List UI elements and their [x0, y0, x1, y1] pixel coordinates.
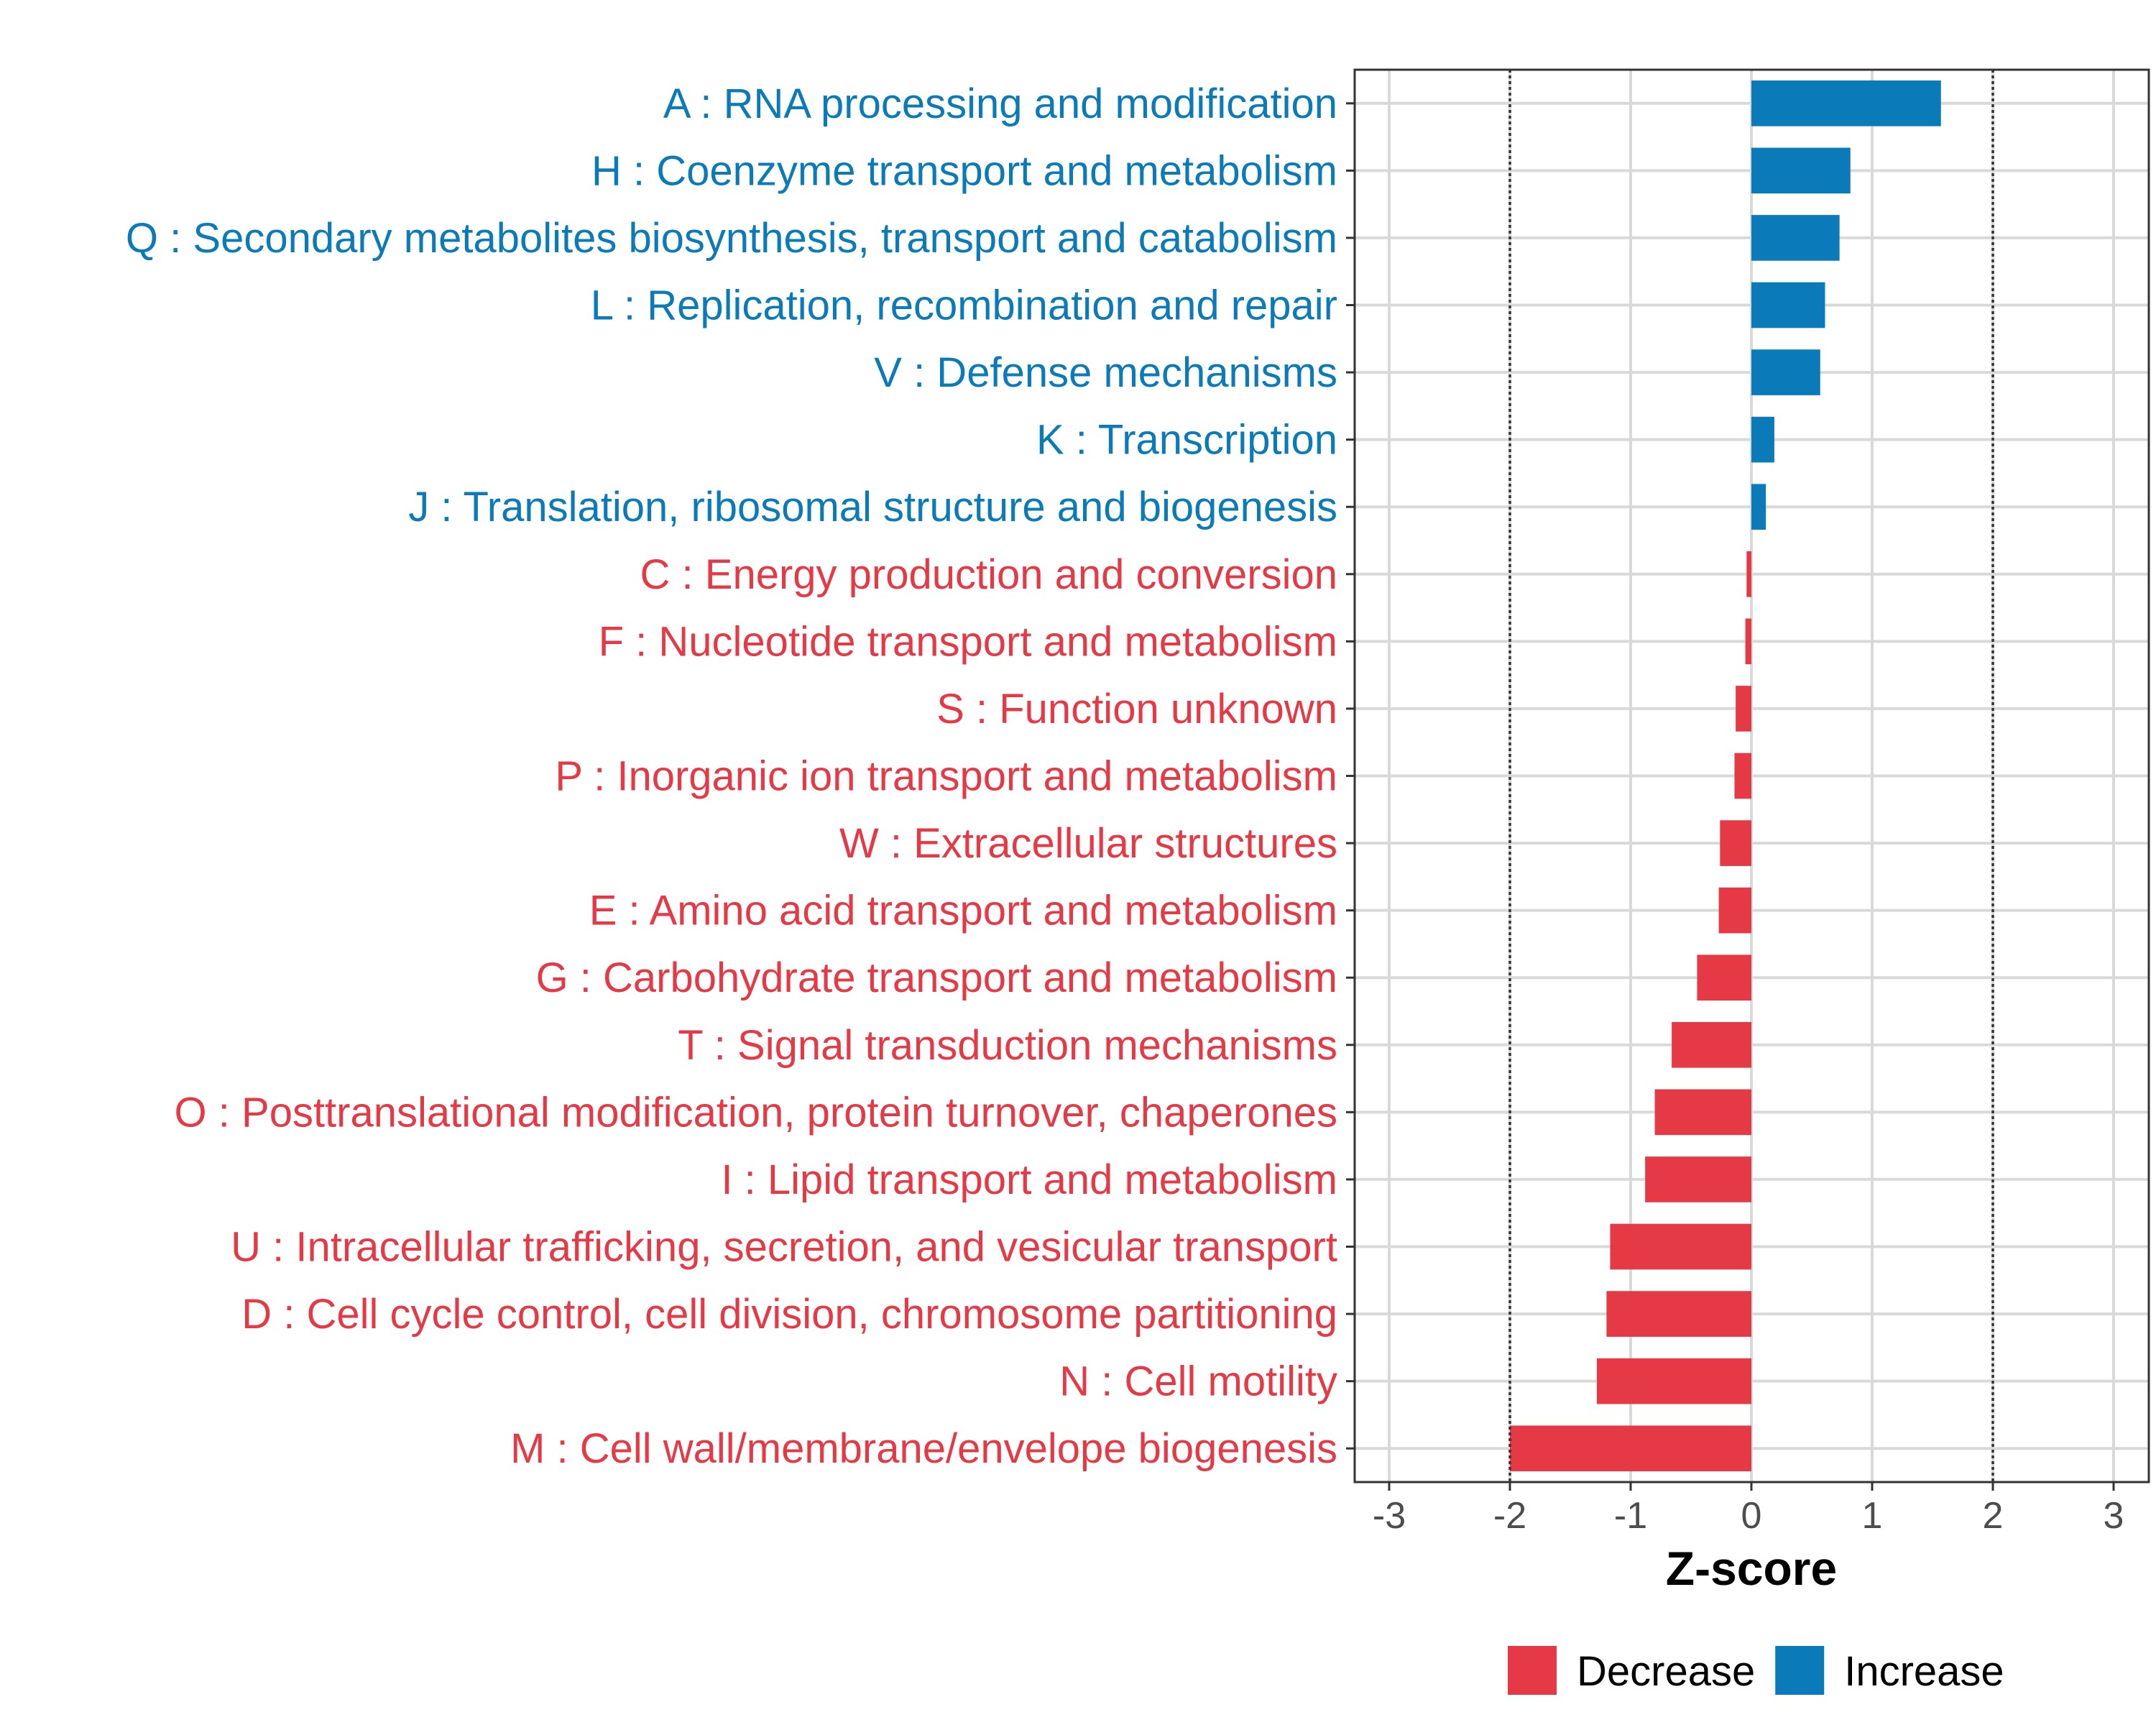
bar	[1751, 147, 1851, 194]
x-tick-label: 1	[1862, 1495, 1883, 1537]
x-tick-label: 2	[1983, 1495, 2004, 1537]
category-label: O : Posttranslational modification, prot…	[175, 1089, 1337, 1136]
category-label: H : Coenzyme transport and metabolism	[591, 147, 1337, 194]
bar	[1510, 1425, 1751, 1472]
bar	[1720, 820, 1751, 866]
bar	[1606, 1291, 1751, 1337]
category-label: N : Cell motility	[1059, 1358, 1337, 1405]
bar	[1751, 282, 1825, 328]
bar	[1610, 1223, 1751, 1270]
legend-label: Increase	[1844, 1648, 2004, 1695]
bar	[1734, 753, 1751, 799]
legend: Decrease Increase	[1508, 1646, 2004, 1695]
x-tick-label: -1	[1614, 1495, 1647, 1537]
category-label: L : Replication, recombination and repai…	[591, 282, 1337, 329]
category-label: D : Cell cycle control, cell division, c…	[241, 1291, 1337, 1338]
bar	[1718, 887, 1751, 934]
bar	[1751, 416, 1774, 463]
bar	[1645, 1156, 1751, 1202]
bar	[1751, 215, 1840, 261]
category-label: S : Function unknown	[936, 686, 1337, 732]
category-label: C : Energy production and conversion	[640, 551, 1337, 598]
legend-swatch	[1508, 1646, 1557, 1695]
category-label: F : Nucleotide transport and metabolism	[599, 618, 1337, 665]
category-label: M : Cell wall/membrane/envelope biogenes…	[510, 1425, 1337, 1472]
category-label: V : Defense mechanisms	[874, 349, 1337, 396]
x-tick-label: 0	[1741, 1495, 1762, 1537]
category-label: T : Signal transduction mechanisms	[678, 1022, 1337, 1069]
category-label: I : Lipid transport and metabolism	[721, 1156, 1337, 1203]
bar	[1751, 484, 1766, 530]
category-label: P : Inorganic ion transport and metaboli…	[555, 753, 1337, 800]
bar	[1745, 618, 1751, 665]
x-axis: -3 -2 -1 0 1 2 3	[1373, 1482, 2124, 1537]
category-label: G : Carbohydrate transport and metabolis…	[536, 954, 1337, 1001]
category-label: J : Translation, ribosomal structure and…	[408, 484, 1337, 530]
category-label: Q : Secondary metabolites biosynthesis, …	[126, 215, 1337, 262]
category-label: E : Amino acid transport and metabolism	[589, 888, 1337, 934]
legend-swatch	[1775, 1646, 1825, 1695]
bar	[1697, 954, 1751, 1001]
bar	[1751, 80, 1941, 126]
bar	[1672, 1021, 1751, 1068]
legend-label: Decrease	[1577, 1648, 1755, 1695]
category-label: U : Intracellular trafficking, secretion…	[231, 1224, 1337, 1271]
x-tick-label: -3	[1373, 1495, 1406, 1537]
category-label: K : Transcription	[1036, 417, 1337, 464]
y-axis: A : RNA processing and modification H : C…	[126, 80, 1355, 1472]
bar	[1654, 1089, 1751, 1136]
x-tick-label: 3	[2104, 1495, 2124, 1537]
x-axis-title: Z-score	[1666, 1542, 1837, 1595]
bar	[1746, 551, 1751, 597]
x-tick-label: -2	[1493, 1495, 1526, 1537]
bar	[1596, 1358, 1751, 1404]
category-label: A : RNA processing and modification	[663, 80, 1337, 127]
bar	[1751, 349, 1820, 395]
bar	[1736, 686, 1751, 732]
category-label: W : Extracellular structures	[839, 820, 1337, 867]
bars	[1510, 80, 1941, 1472]
